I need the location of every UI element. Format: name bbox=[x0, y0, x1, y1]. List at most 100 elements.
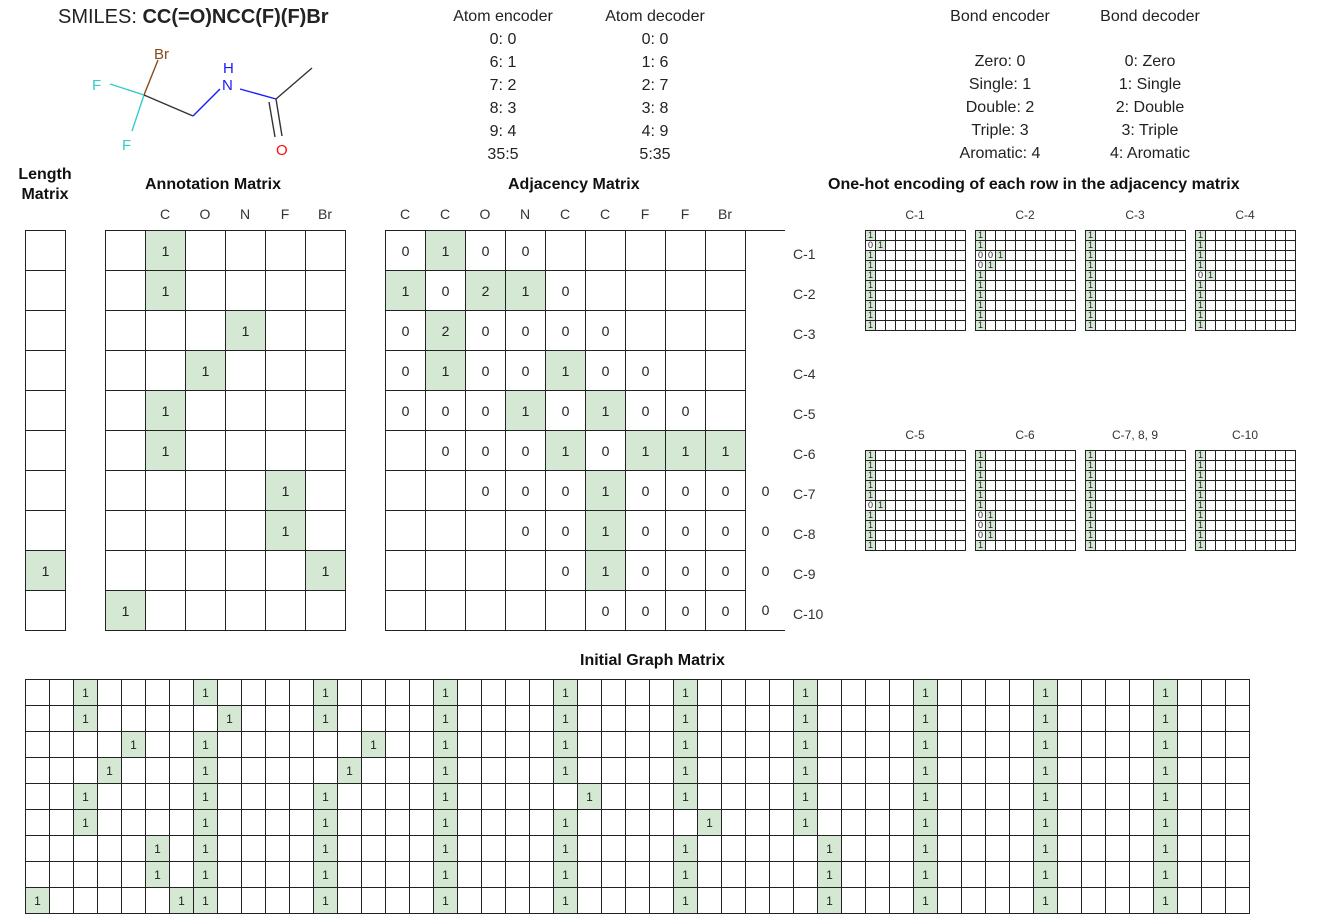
onehot-cell bbox=[1155, 520, 1166, 531]
onehot-cell bbox=[1055, 240, 1066, 251]
graph-cell bbox=[49, 731, 74, 758]
graph-cell bbox=[289, 705, 314, 732]
adjacency-cell: 0 bbox=[385, 390, 426, 431]
onehot-cell bbox=[1105, 500, 1116, 511]
onehot-row: 1 bbox=[975, 270, 1076, 281]
graph-cell bbox=[697, 887, 722, 914]
annotation-cell bbox=[225, 590, 266, 631]
onehot-cell bbox=[1135, 250, 1146, 261]
onehot-cell: 1 bbox=[865, 260, 876, 271]
onehot-cell: 1 bbox=[865, 230, 876, 241]
graph-cell: 1 bbox=[1153, 757, 1178, 784]
onehot-cell bbox=[995, 470, 1006, 481]
annotation-cell bbox=[145, 470, 186, 511]
onehot-cell bbox=[955, 530, 966, 541]
onehot-cell bbox=[1225, 240, 1236, 251]
onehot-cell bbox=[1215, 540, 1226, 551]
annotation-row: 1 bbox=[105, 270, 346, 311]
onehot-row: 1 bbox=[1085, 250, 1186, 261]
graph-cell bbox=[577, 887, 602, 914]
graph-cell bbox=[193, 705, 218, 732]
onehot-cell bbox=[1105, 490, 1116, 501]
onehot-title: One-hot encoding of each row in the adja… bbox=[828, 176, 1240, 193]
onehot-cell bbox=[1125, 470, 1136, 481]
graph-cell bbox=[505, 783, 530, 810]
onehot-cell bbox=[1125, 520, 1136, 531]
atom-decoder-title: Atom decoder bbox=[605, 8, 705, 25]
onehot-cell bbox=[995, 230, 1006, 241]
onehot-cell bbox=[1115, 540, 1126, 551]
onehot-row: 1 bbox=[975, 500, 1076, 511]
graph-cell: 1 bbox=[793, 731, 818, 758]
onehot-row: 1 bbox=[1085, 510, 1186, 521]
graph-cell bbox=[385, 861, 410, 888]
onehot-cell: 1 bbox=[875, 500, 886, 511]
onehot-cell bbox=[1235, 520, 1246, 531]
annotation-cell bbox=[105, 230, 146, 271]
graph-cell bbox=[121, 809, 146, 836]
annotation-cell bbox=[185, 390, 226, 431]
graph-cell bbox=[361, 835, 386, 862]
graph-cell bbox=[265, 887, 290, 914]
graph-cell bbox=[1129, 705, 1154, 732]
length-cell: 1 bbox=[25, 550, 66, 591]
onehot-cell bbox=[1205, 490, 1216, 501]
onehot-cell bbox=[895, 320, 906, 331]
onehot-cell bbox=[955, 510, 966, 521]
onehot-cell bbox=[1125, 310, 1136, 321]
graph-cell bbox=[385, 783, 410, 810]
onehot-cell bbox=[895, 290, 906, 301]
onehot-cell bbox=[1165, 320, 1176, 331]
graph-cell bbox=[937, 835, 962, 862]
adjacency-cell: 0 bbox=[745, 470, 785, 511]
onehot-cell bbox=[925, 290, 936, 301]
onehot-row: 1 bbox=[1195, 520, 1296, 531]
adjacency-cell: 0 bbox=[585, 430, 626, 471]
graph-cell: 1 bbox=[553, 731, 578, 758]
onehot-cell bbox=[1215, 230, 1226, 241]
onehot-cell bbox=[1095, 500, 1106, 511]
onehot-cell bbox=[1045, 530, 1056, 541]
onehot-cell bbox=[1095, 300, 1106, 311]
onehot-cell: 1 bbox=[1195, 230, 1206, 241]
onehot-cell bbox=[1265, 320, 1276, 331]
graph-cell: 1 bbox=[73, 809, 98, 836]
graph-cell bbox=[241, 835, 266, 862]
annotation-cell bbox=[225, 510, 266, 551]
onehot-cell bbox=[885, 310, 896, 321]
graph-cell bbox=[1057, 783, 1082, 810]
graph-cell bbox=[889, 731, 914, 758]
onehot-cell bbox=[1005, 450, 1016, 461]
onehot-cell bbox=[1135, 510, 1146, 521]
onehot-cell bbox=[1115, 490, 1126, 501]
onehot-cell bbox=[1135, 450, 1146, 461]
onehot-cell bbox=[1025, 320, 1036, 331]
length-cell bbox=[25, 510, 66, 551]
onehot-cell bbox=[1265, 280, 1276, 291]
graph-cell bbox=[985, 731, 1010, 758]
annotation-cell bbox=[185, 430, 226, 471]
graph-cell bbox=[337, 705, 362, 732]
adjacency-row-label: C-3 bbox=[793, 326, 816, 342]
graph-cell bbox=[937, 861, 962, 888]
annotation-cell: 1 bbox=[145, 390, 186, 431]
onehot-cell bbox=[1065, 470, 1076, 481]
adjacency-row-label: C-8 bbox=[793, 526, 816, 542]
graph-cell bbox=[769, 861, 794, 888]
onehot-cell bbox=[1245, 240, 1256, 251]
onehot-cell bbox=[1205, 510, 1216, 521]
onehot-cell bbox=[1095, 490, 1106, 501]
onehot-cell bbox=[1045, 510, 1056, 521]
onehot-cell bbox=[1125, 270, 1136, 281]
graph-cell bbox=[721, 757, 746, 784]
adjacency-cell: 0 bbox=[385, 350, 426, 391]
onehot-cell bbox=[1175, 300, 1186, 311]
onehot-cell: 1 bbox=[1195, 310, 1206, 321]
graph-cell bbox=[361, 861, 386, 888]
graph-cell bbox=[745, 705, 770, 732]
onehot-cell bbox=[1165, 520, 1176, 531]
adjacency-cell: 1 bbox=[545, 430, 586, 471]
